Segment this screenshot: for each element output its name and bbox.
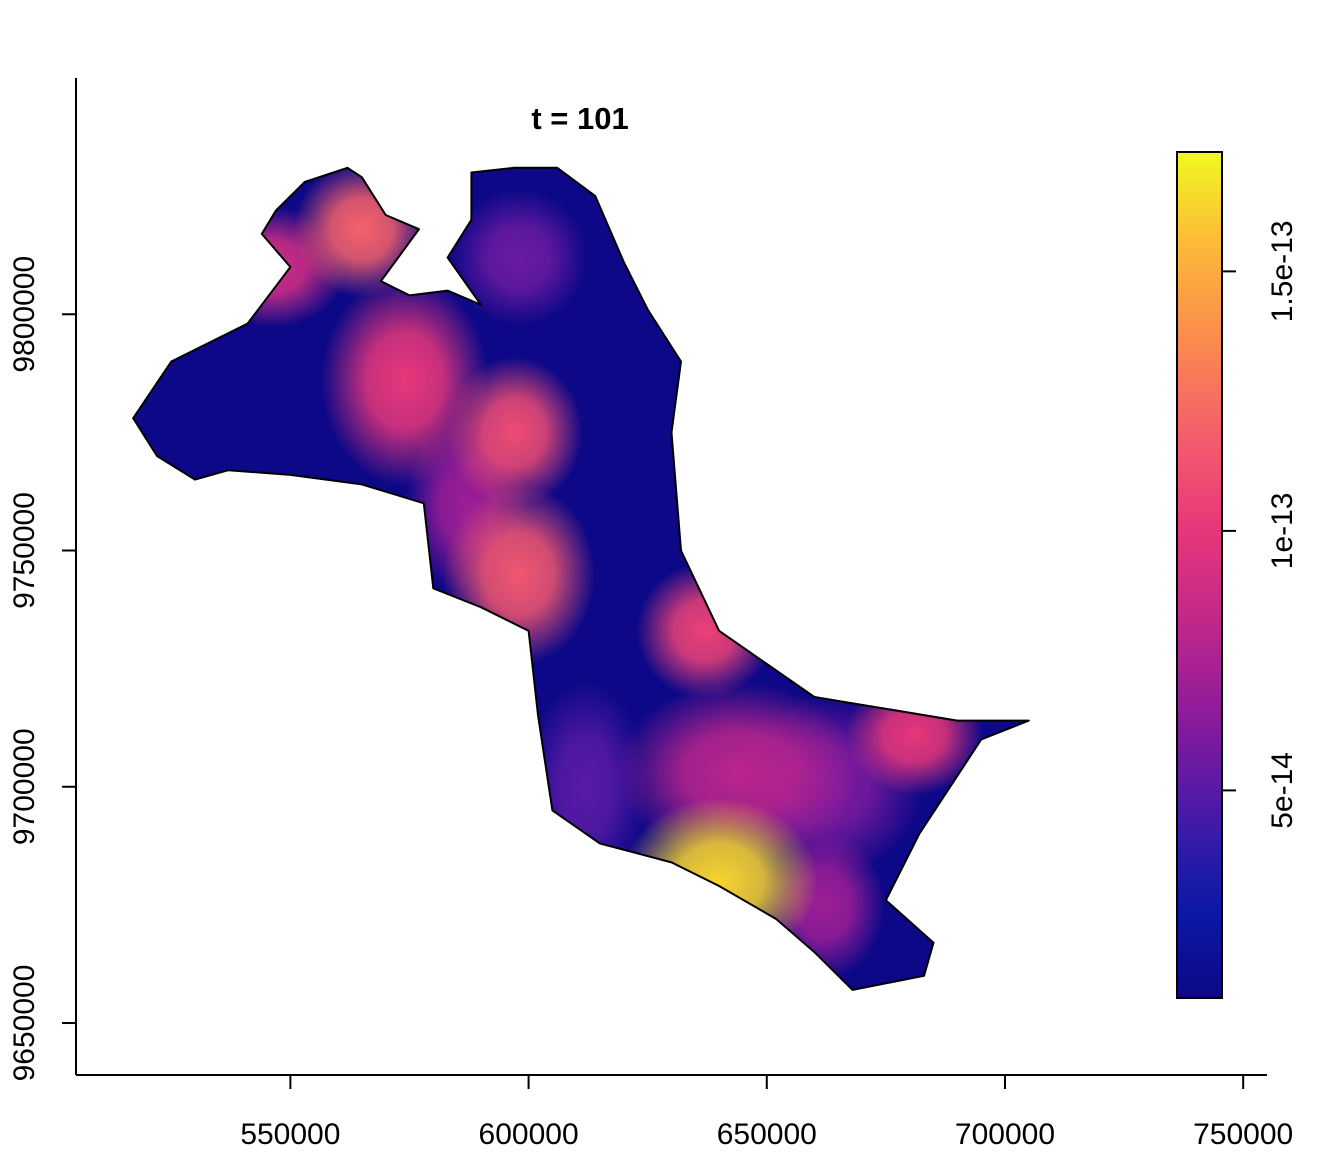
color-legend: 5e-14 1e-13 1.5e-13 (1176, 151, 1299, 999)
x-tick-label: 700000 (955, 1118, 1055, 1151)
legend-tick-group: 5e-14 1e-13 1.5e-13 (1222, 220, 1299, 829)
heatmap-layer (133, 167, 1029, 990)
y-tick-label: 9750000 (8, 492, 41, 609)
heat-hotspot (442, 483, 596, 665)
legend-tick-label: 1.5e-13 (1266, 220, 1299, 322)
heat-hotspot (845, 674, 984, 796)
heat-hotspot (445, 356, 583, 508)
heat-hotspot (450, 189, 588, 326)
heat-hotspot (620, 798, 819, 965)
x-tick-group: 550000 600000 650000 700000 750000 (240, 1075, 1293, 1151)
heat-hotspot (293, 167, 431, 298)
legend-colorbar (1176, 151, 1223, 999)
x-tick-label: 650000 (717, 1118, 817, 1151)
y-axis: 9650000 9700000 9750000 9800000 (8, 78, 77, 1082)
y-tick-group: 9650000 9700000 9750000 9800000 (8, 256, 76, 1082)
x-axis: 550000 600000 650000 700000 750000 (76, 1074, 1293, 1151)
region-boundary (132, 166, 1030, 991)
chart-title: t = 101 (531, 101, 628, 136)
heat-hotspot (636, 562, 774, 699)
x-tick-label: 550000 (240, 1118, 340, 1151)
legend-tick-label: 5e-14 (1266, 752, 1299, 829)
y-tick-label: 9800000 (8, 256, 41, 373)
y-tick-label: 9700000 (8, 728, 41, 845)
y-tick-label: 9650000 (8, 965, 41, 1082)
x-tick-label: 600000 (479, 1118, 579, 1151)
x-tick-label: 750000 (1193, 1118, 1293, 1151)
legend-tick-label: 1e-13 (1266, 493, 1299, 570)
